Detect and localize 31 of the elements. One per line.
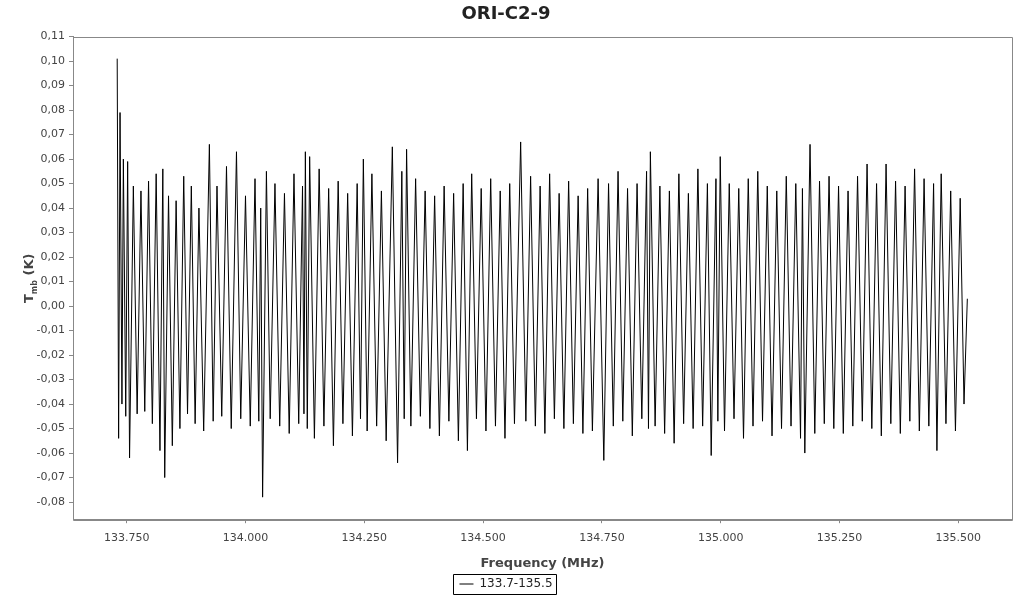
legend-label: 133.7-135.5 bbox=[479, 576, 553, 591]
y-tick-label: 0,06 bbox=[40, 151, 65, 165]
y-tick-label: 0,02 bbox=[40, 249, 65, 263]
y-tick-label: 0,09 bbox=[40, 78, 65, 92]
x-tick-label: 135.250 bbox=[816, 530, 863, 544]
x-tick-label: 134.250 bbox=[341, 530, 388, 544]
y-tick-label: 0,01 bbox=[40, 274, 65, 288]
y-tick-label: 0,07 bbox=[40, 127, 65, 141]
chart-title: ORI-C2-9 bbox=[461, 2, 551, 24]
y-tick-label: 0,00 bbox=[40, 298, 65, 312]
x-tick-label: 135.000 bbox=[697, 530, 744, 544]
y-tick-label: 0,10 bbox=[40, 53, 65, 67]
x-tick-label: 135.500 bbox=[935, 530, 982, 544]
x-tick-label: 133.750 bbox=[103, 530, 150, 544]
y-tick-label: 0,04 bbox=[40, 200, 65, 214]
y-tick-label: -0,08 bbox=[36, 494, 65, 508]
x-tick-label: 134.750 bbox=[579, 530, 625, 544]
y-tick-label: -0,03 bbox=[36, 372, 65, 386]
x-axis-title: Frequency (MHz) bbox=[480, 554, 605, 570]
y-tick-label: -0,02 bbox=[36, 347, 65, 361]
y-tick-label: 0,03 bbox=[40, 225, 65, 239]
y-tick-label: -0,01 bbox=[36, 323, 65, 337]
x-tick-label: 134.000 bbox=[222, 530, 269, 544]
y-tick-label: 0,08 bbox=[40, 102, 65, 116]
y-tick-label: 0,11 bbox=[40, 29, 65, 43]
y-tick-label: 0,05 bbox=[40, 176, 65, 190]
y-tick-label: -0,05 bbox=[36, 421, 65, 435]
y-tick-label: -0,06 bbox=[36, 445, 65, 459]
x-tick-label: 134.500 bbox=[460, 530, 506, 544]
y-tick-label: -0,07 bbox=[36, 470, 65, 484]
y-tick-label: -0,04 bbox=[36, 396, 65, 410]
